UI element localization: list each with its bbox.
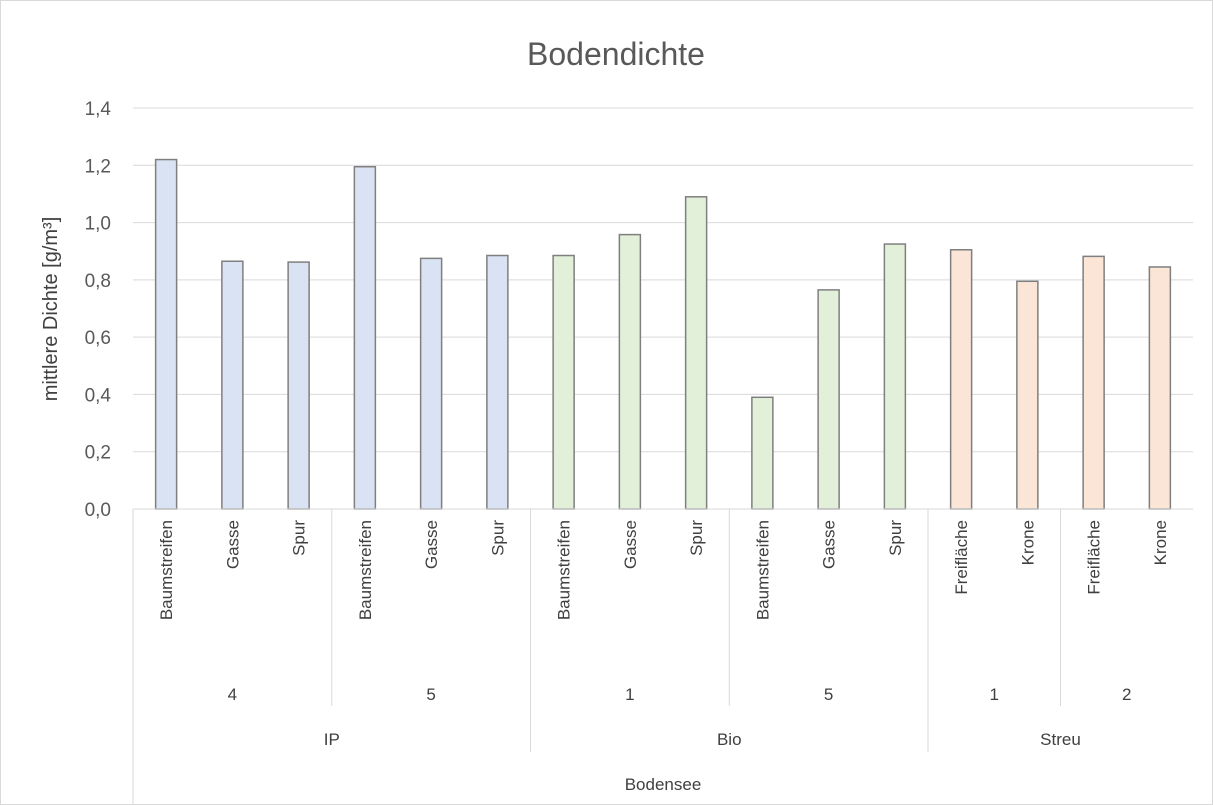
bar	[419, 257, 443, 510]
category-label: Gasse	[621, 520, 640, 569]
bar	[949, 249, 973, 510]
category-label: Freifläche	[1085, 520, 1104, 595]
bar	[486, 254, 509, 510]
category-label: Spur	[886, 520, 905, 556]
bar	[684, 196, 708, 510]
group-label: Bodensee	[625, 775, 702, 794]
category-label: Krone	[1018, 520, 1037, 565]
group-label: 1	[625, 685, 634, 704]
y-tick-label: 1,4	[85, 99, 112, 120]
group-label: 5	[426, 685, 435, 704]
category-label: Freifläche	[952, 520, 971, 595]
group-label: 2	[1122, 685, 1131, 704]
category-label: Gasse	[820, 520, 839, 569]
group-label: 5	[824, 685, 833, 704]
bar	[618, 233, 642, 510]
bar	[1082, 255, 1105, 510]
y-tick-label: 0,2	[85, 443, 111, 464]
bar	[221, 260, 244, 510]
bar	[154, 158, 178, 510]
bar	[287, 261, 310, 510]
category-label: Gasse	[223, 520, 242, 569]
y-tick-label: 1,0	[85, 214, 111, 235]
y-tick-label: 0,0	[85, 500, 111, 521]
category-label: Baumstreifen	[157, 520, 176, 620]
category-label: Krone	[1151, 520, 1170, 565]
category-label: Baumstreifen	[555, 520, 574, 620]
category-label: Baumstreifen	[753, 520, 772, 620]
category-label: Gasse	[422, 520, 441, 569]
group-label: Bio	[717, 730, 742, 749]
bar	[817, 289, 840, 510]
bar	[751, 396, 774, 510]
bar	[552, 254, 575, 510]
category-label: Baumstreifen	[356, 520, 375, 620]
group-label: 1	[990, 685, 999, 704]
bar	[353, 165, 377, 510]
y-tick-label: 0,6	[85, 328, 111, 349]
y-tick-label: 0,8	[85, 271, 111, 292]
y-tick-label: 0,4	[85, 385, 112, 406]
chart-title: Bodendichte	[527, 36, 705, 72]
y-axis-label: mittlere Dichte [g/m³]	[40, 217, 62, 401]
category-label: Spur	[488, 520, 507, 556]
category-label: Spur	[687, 520, 706, 556]
group-label: Streu	[1040, 730, 1081, 749]
group-label: IP	[324, 730, 340, 749]
y-tick-label: 1,2	[85, 156, 111, 177]
bar	[1016, 280, 1039, 510]
bar	[1148, 266, 1172, 510]
group-label: 4	[228, 685, 237, 704]
category-label: Spur	[290, 520, 309, 556]
bar	[883, 243, 907, 510]
